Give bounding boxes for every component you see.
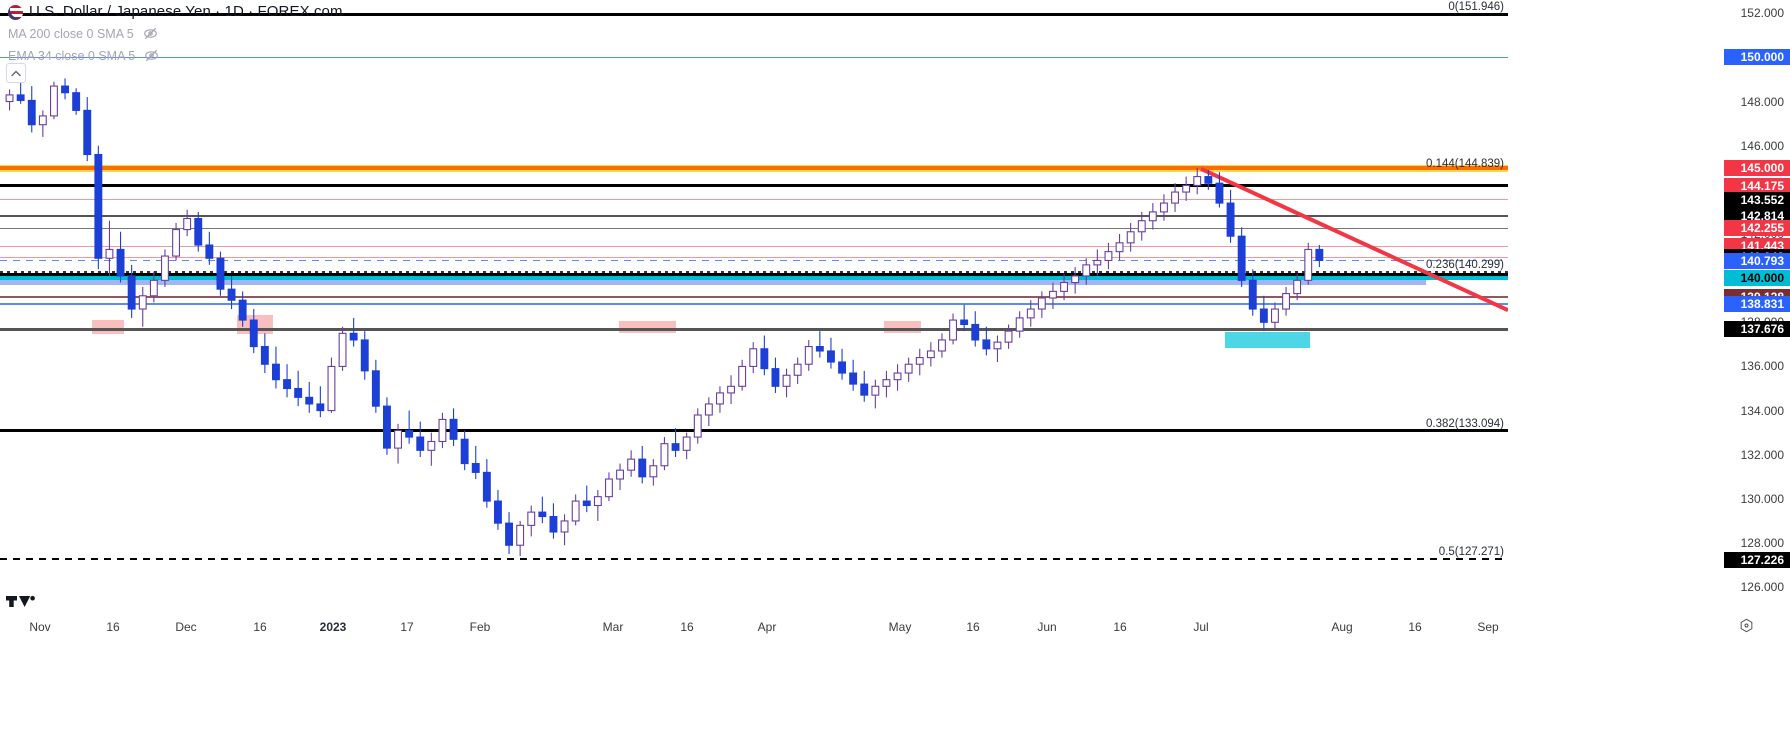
price-level-line — [0, 302, 1508, 305]
chart-legend: U.S. Dollar / Japanese Yen · 1D · FOREX.… — [8, 2, 343, 65]
price-axis-tick: 130.000 — [1740, 491, 1784, 506]
price-axis[interactable]: 152.000150.000148.000146.000144.000142.0… — [1508, 0, 1790, 596]
price-level-line — [0, 184, 1508, 188]
price-axis-tick: 152.000 — [1740, 6, 1784, 21]
price-level-line — [0, 56, 1508, 58]
price-axis-tick: 126.000 — [1740, 580, 1784, 595]
us-flag-icon — [8, 5, 23, 20]
price-level-line — [0, 256, 1508, 258]
price-level-line — [0, 227, 1508, 229]
price-level-line — [0, 215, 1508, 218]
time-axis-tick: 16 — [966, 620, 980, 634]
tradingview-logo-icon[interactable] — [6, 588, 36, 610]
price-level-line — [0, 165, 1508, 170]
time-axis-tick: 16 — [106, 620, 120, 634]
time-axis-tick: Feb — [469, 620, 491, 634]
time-axis-tick: Mar — [602, 620, 624, 634]
time-axis-tick: Sep — [1477, 620, 1499, 634]
price-zone — [1225, 332, 1310, 348]
clock-icon[interactable] — [1739, 618, 1754, 633]
price-tag[interactable]: 143.552 — [1724, 191, 1790, 208]
price-axis-tick: 134.000 — [1740, 403, 1784, 418]
price-tag[interactable]: 145.000 — [1724, 159, 1790, 176]
indicator-label-ma200: MA 200 close 0 SMA 5 — [8, 26, 134, 41]
time-axis-tick: May — [888, 620, 912, 634]
price-tag[interactable]: 138.831 — [1724, 295, 1790, 312]
price-tag[interactable]: 140.000 — [1724, 270, 1790, 287]
time-axis-tick: 16 — [1113, 620, 1127, 634]
price-level-line — [0, 260, 1508, 262]
indicator-row-ema34[interactable]: EMA 34 close 0 SMA 5 — [8, 46, 343, 65]
time-axis-tick: Aug — [1331, 620, 1353, 634]
symbol-title: U.S. Dollar / Japanese Yen · 1D · FOREX.… — [29, 3, 343, 20]
symbol-row[interactable]: U.S. Dollar / Japanese Yen · 1D · FOREX.… — [8, 2, 343, 21]
time-axis[interactable]: Nov 16 Dec 16 2023 17 Feb Mar 16 Apr May 16 Jun 16 Jul… — [0, 595, 1790, 730]
price-level-line — [0, 270, 1508, 273]
price-level-line — [0, 296, 1508, 299]
collapse-pane-button[interactable] — [6, 63, 26, 83]
time-axis-tick: 2023 — [319, 620, 347, 634]
price-level-line — [0, 273, 1508, 277]
fib-level-label: 0(151.946) — [1448, 1, 1504, 14]
indicator-row-ma200[interactable]: MA 200 close 0 SMA 5 — [8, 24, 343, 43]
time-axis-tick: Nov — [29, 620, 51, 634]
price-axis-tick: 128.000 — [1740, 536, 1784, 551]
price-level-line — [0, 276, 1508, 281]
price-tag[interactable]: 140.793 — [1724, 252, 1790, 269]
price-tag[interactable]: 127.226 — [1724, 552, 1790, 569]
time-axis-tick: 16 — [253, 620, 267, 634]
price-tag[interactable]: 142.814 — [1724, 208, 1790, 225]
time-axis-tick: 17 — [400, 620, 414, 634]
price-axis-tick: 132.000 — [1740, 447, 1784, 462]
time-axis-tick: Jun — [1037, 620, 1057, 634]
price-level-line — [0, 245, 1508, 247]
price-level-line — [0, 199, 1508, 201]
fib-level-label: 0.5(127.271) — [1438, 546, 1504, 559]
indicator-label-ema34: EMA 34 close 0 SMA 5 — [8, 48, 136, 63]
fib-level-label: 0.382(133.094) — [1425, 417, 1504, 430]
eye-off-icon[interactable] — [144, 48, 159, 63]
price-level-line — [0, 558, 1508, 561]
price-axis-tick: 136.000 — [1740, 359, 1784, 374]
time-axis-tick: Apr — [757, 620, 777, 634]
price-tag[interactable]: 137.676 — [1724, 321, 1790, 338]
price-tag[interactable]: 142.255 — [1724, 220, 1790, 237]
chart-plot-area[interactable]: 0(151.946) 0.144(144.839) 0.236(140.299) 0.… — [0, 0, 1508, 596]
candlestick-series — [5, 78, 1324, 557]
eye-off-icon[interactable] — [143, 26, 158, 41]
price-tag[interactable]: 150.000 — [1724, 49, 1790, 66]
price-axis-tick: 148.000 — [1740, 94, 1784, 109]
time-axis-tick: Dec — [175, 620, 197, 634]
price-axis-tick: 146.000 — [1740, 138, 1784, 153]
price-level-line — [0, 429, 1508, 433]
price-level-line — [0, 12, 1508, 16]
time-axis-tick: 16 — [1408, 620, 1422, 634]
time-axis-tick: 16 — [680, 620, 694, 634]
time-axis-tick: Jul — [1193, 620, 1209, 634]
price-tag[interactable]: 144.175 — [1724, 177, 1790, 194]
price-level-line — [0, 327, 1508, 331]
